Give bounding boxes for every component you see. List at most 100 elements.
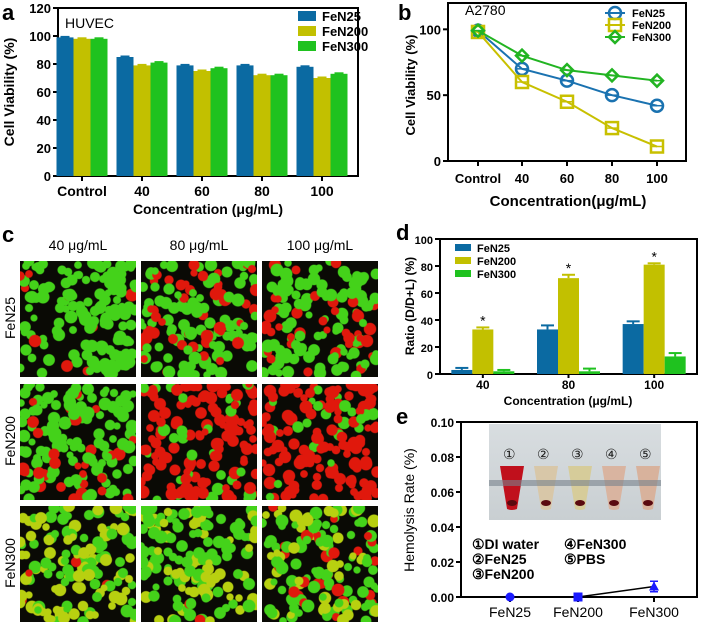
- inset-legend-item: ③FeN200: [472, 566, 535, 582]
- y-axis-title: Hemolysis Rate (%): [401, 448, 417, 572]
- tube-number: ③: [571, 446, 584, 462]
- error-bar: [274, 73, 284, 76]
- error-bar: [154, 61, 164, 64]
- legend-label: FeN300: [632, 32, 671, 44]
- point-fen300: [559, 62, 575, 78]
- y-tick-label: 0.04: [431, 521, 455, 535]
- legend-swatch: [455, 270, 471, 277]
- error-bar: [137, 63, 147, 66]
- point-fen300: [514, 47, 530, 64]
- point-fen300: [470, 22, 486, 39]
- y-tick-label: 0.02: [431, 556, 455, 570]
- y-axis-title: Cell Viability (%): [1, 38, 17, 147]
- significance-star: *: [566, 260, 572, 276]
- y-tick-label: 80: [37, 57, 51, 72]
- micrograph-fen300-col1: [20, 506, 136, 622]
- bar-fen300: [210, 68, 228, 176]
- legend-swatch: [455, 257, 471, 264]
- bar-fen200: [73, 38, 91, 176]
- point-fen300: [649, 72, 665, 89]
- error-bar: [240, 63, 250, 66]
- point-fen200: [573, 592, 583, 602]
- y-tick-label: 60: [37, 85, 51, 100]
- legend-label: FeN300: [322, 39, 368, 54]
- hemolysis-line: [577, 585, 655, 598]
- tube-pellet: [643, 500, 653, 506]
- bar-fen300: [579, 371, 600, 374]
- inset-legend-item: ⑤PBS: [564, 551, 606, 567]
- column-label-80: 80 μg/mL: [169, 237, 229, 253]
- error-bar: [257, 73, 267, 76]
- bar-fen25: [56, 37, 74, 177]
- column-label-100: 100 μg/mL: [286, 237, 354, 253]
- error-bar: [197, 69, 207, 72]
- x-tick-label: Control: [57, 183, 107, 199]
- bar-fen200: [253, 75, 271, 176]
- bar-fen25: [116, 57, 134, 176]
- point-fen300: [604, 67, 620, 84]
- bar-fen25: [451, 369, 473, 374]
- legend-label: FeN25: [477, 243, 510, 255]
- x-tick-label: 40: [134, 183, 150, 199]
- legend-label: FeN200: [632, 20, 671, 32]
- y-tick-label: 100: [415, 235, 433, 247]
- tube-pellet: [507, 500, 517, 506]
- legend-swatch: [298, 26, 316, 36]
- x-tick-label: 100: [644, 378, 664, 392]
- bar-fen200: [313, 78, 331, 176]
- tube-number: ②: [537, 446, 550, 462]
- legend-swatch: [298, 11, 316, 21]
- y-tick-label: 20: [37, 141, 51, 156]
- error-bar: [300, 65, 310, 68]
- x-tick-label: 80: [605, 171, 619, 186]
- tube: ③: [567, 428, 593, 514]
- x-tick-label: 80: [562, 378, 576, 392]
- tube-number: ⑤: [639, 446, 652, 462]
- x-tick-label: FeN200: [553, 604, 603, 620]
- significance-star: *: [651, 248, 657, 264]
- micrograph-fen300-col3: [262, 506, 378, 622]
- legend-label: FeN25: [632, 8, 665, 20]
- bar-fen25: [622, 324, 644, 374]
- legend-marker: [607, 29, 623, 45]
- bar-fen200: [133, 65, 151, 176]
- micrograph-fen200-col3: [262, 384, 378, 500]
- tube: ②: [533, 428, 559, 514]
- bar-fen300: [90, 38, 108, 176]
- row-label-fen25: FeN25: [2, 296, 18, 340]
- tube-number: ①: [503, 446, 516, 462]
- x-tick-label: 40: [515, 171, 529, 186]
- legend-label: FeN25: [322, 9, 361, 24]
- bar-fen200: [193, 71, 211, 176]
- bar-fen200: [558, 278, 579, 374]
- x-tick-label: 60: [194, 183, 210, 199]
- error-bar: [214, 66, 224, 69]
- panel-label-a: a: [2, 0, 15, 25]
- tube-pellet: [609, 500, 619, 506]
- bar-fen300: [664, 356, 686, 374]
- tube-number: ④: [605, 446, 618, 462]
- y-tick-label: 0.10: [431, 416, 455, 430]
- bar-fen300: [330, 73, 348, 176]
- error-bar: [94, 37, 104, 40]
- row-label-fen200: FeN200: [2, 416, 18, 466]
- bar-fen300: [270, 75, 288, 176]
- error-bar: [180, 63, 190, 66]
- legend-swatch: [298, 41, 316, 51]
- y-tick-label: 0: [434, 154, 441, 169]
- micrograph-fen200-col1: [20, 384, 136, 500]
- y-tick-label: 40: [421, 316, 433, 328]
- tube-pellet: [541, 500, 551, 506]
- y-tick-label: 120: [29, 1, 51, 16]
- tube-photo-inset: ① ② ③ ④ ⑤: [489, 424, 661, 520]
- cell-line-label: A2780: [465, 2, 506, 18]
- legend-label: FeN300: [477, 269, 516, 281]
- y-tick-label: 50: [427, 88, 441, 103]
- bar-fen25: [176, 65, 194, 176]
- tube-pellet: [575, 500, 585, 506]
- line-fen300: [477, 29, 658, 82]
- bar-fen300: [150, 62, 168, 176]
- line-fen25: [477, 29, 658, 107]
